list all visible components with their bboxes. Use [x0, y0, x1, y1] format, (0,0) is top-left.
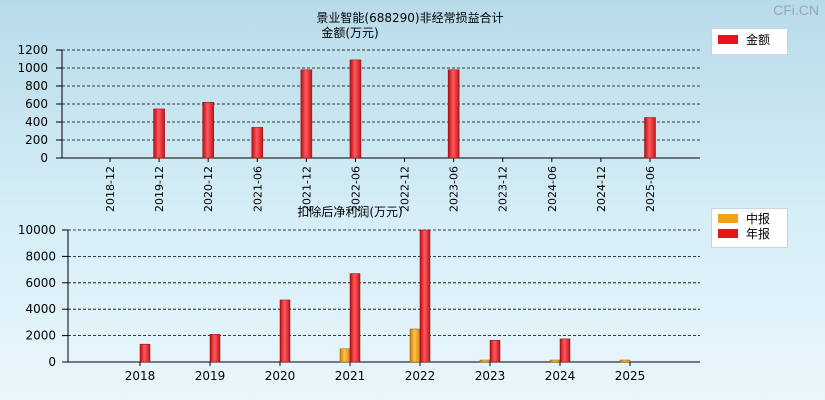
top-bar-2021-06 [251, 127, 264, 159]
bottom-bar-annual-2019 [209, 334, 221, 363]
top-bar-2021-12 [300, 69, 313, 159]
top-xtick-label-11: 2025-06 [644, 166, 657, 212]
bottom-xtick-label-3: 2021 [335, 369, 366, 383]
top-bar-2023-06 [447, 69, 460, 159]
bottom-bar-interim-2024 [549, 359, 561, 363]
top-chart-subtitle: 金额(万元) [321, 25, 378, 40]
watermark: CFi.CN [773, 2, 819, 18]
bottom-xtick-label-1: 2019 [195, 369, 226, 383]
bottom-ytick-label-0: 0 [48, 355, 56, 369]
top-ytick-label-2: 400 [25, 115, 48, 129]
bottom-bar-interim-2022 [409, 328, 421, 363]
bottom-bar-annual-2022 [419, 229, 431, 363]
top-xtick-label-1: 2019-12 [153, 166, 166, 212]
top-xtick-label-8: 2023-12 [497, 166, 510, 212]
top-bar-2020-12 [202, 101, 214, 159]
legend-item-interim: 中报 [712, 211, 787, 226]
top-bar-2019-12 [153, 108, 165, 159]
top-ytick-label-6: 1200 [17, 43, 48, 57]
bottom-bar-annual-2021 [349, 273, 361, 363]
top-xtick-label-9: 2024-06 [546, 166, 559, 212]
bottom-bar-interim-2021 [339, 348, 351, 363]
top-bar-2022-06 [349, 59, 362, 159]
bottom-ytick-label-4: 8000 [25, 249, 56, 263]
top-ytick-label-1: 200 [25, 133, 48, 147]
top-ytick-label-5: 1000 [17, 61, 48, 75]
bottom-xtick-label-4: 2022 [405, 369, 436, 383]
legend-item-annual: 年报 [712, 226, 787, 241]
bottom-xtick-label-2: 2020 [265, 369, 296, 383]
bottom-ytick-label-2: 4000 [25, 302, 56, 316]
legend-swatch-annual [718, 229, 738, 238]
bottom-bar-interim-2025 [619, 359, 631, 363]
top-xtick-label-2: 2020-12 [202, 166, 215, 212]
top-bar-2025-06 [644, 117, 656, 159]
top-ytick-label-4: 800 [25, 79, 48, 93]
top-xtick-label-6: 2022-12 [399, 166, 412, 212]
bottom-bar-annual-2024 [559, 338, 571, 363]
bottom-bar-annual-2023 [489, 339, 501, 363]
legend-label-amount: 金额 [746, 33, 771, 47]
bottom-xtick-label-5: 2023 [475, 369, 506, 383]
top-chart-title: 景业智能(688290)非经常损益合计 [316, 10, 503, 25]
legend-label-interim: 中报 [746, 212, 771, 226]
bottom-chart-title: 扣除后净利润(万元) [297, 204, 402, 219]
top-ytick-label-0: 0 [40, 151, 48, 165]
top-xtick-label-3: 2021-06 [251, 166, 264, 212]
bottom-xtick-label-6: 2024 [545, 369, 576, 383]
bottom-ytick-label-3: 6000 [25, 276, 56, 290]
top-xtick-label-7: 2023-06 [448, 166, 461, 212]
bottom-bar-annual-2018 [139, 343, 151, 363]
legend-label-annual: 年报 [746, 227, 771, 241]
legend-swatch-amount [718, 35, 738, 44]
bottom-ytick-label-1: 2000 [25, 329, 56, 343]
legend-item-amount: 金额 [712, 32, 787, 47]
legend-swatch-interim [718, 214, 738, 223]
bottom-bar-annual-2020 [279, 299, 291, 363]
bottom-ytick-label-5: 10000 [18, 223, 56, 237]
bottom-xtick-label-7: 2025 [615, 369, 646, 383]
top-xtick-label-10: 2024-12 [595, 166, 608, 212]
top-xtick-label-0: 2018-12 [104, 166, 117, 212]
bottom-bar-interim-2023 [479, 359, 491, 363]
top-xtick-label-5: 2022-06 [349, 166, 362, 212]
top-xtick-label-4: 2021-12 [300, 166, 313, 212]
top-chart-legend: 金额 [711, 28, 788, 55]
bottom-xtick-label-0: 2018 [125, 369, 156, 383]
bottom-chart-legend: 中报 年报 [711, 208, 788, 248]
top-ytick-label-3: 600 [25, 97, 48, 111]
